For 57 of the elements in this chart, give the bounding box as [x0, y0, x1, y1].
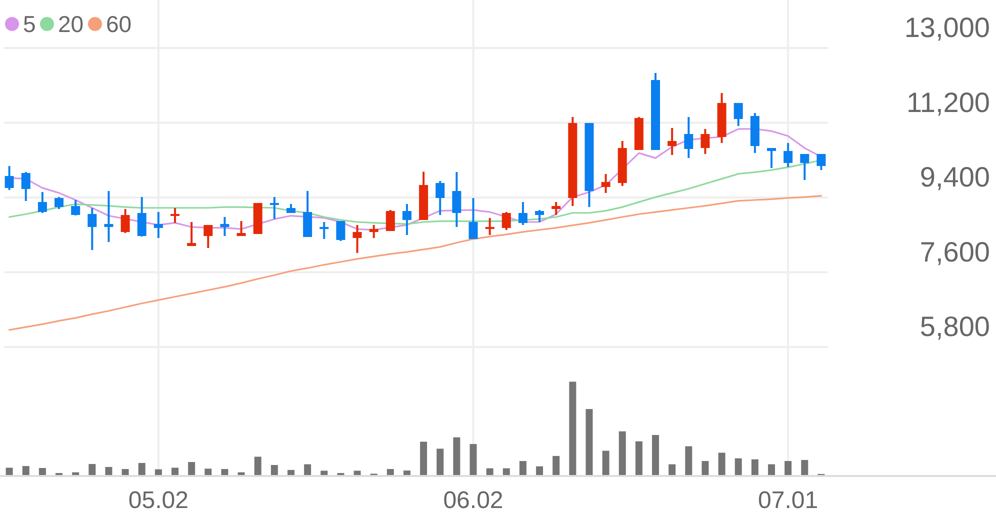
bar: [470, 444, 477, 475]
bar: [270, 465, 278, 475]
bar: [154, 469, 162, 475]
bar: [768, 464, 775, 475]
bar: [420, 442, 428, 475]
bar: [586, 409, 593, 475]
bar: [105, 466, 112, 475]
bar: [171, 468, 178, 475]
y-tick-label: 9,400: [920, 162, 990, 192]
bar: [6, 468, 13, 475]
bar: [287, 470, 294, 475]
legend-label: 20: [58, 11, 84, 37]
bar: [320, 470, 328, 475]
bar: [569, 382, 576, 475]
bar: [436, 448, 444, 475]
bar: [635, 441, 642, 475]
bar: [354, 470, 361, 475]
bar: [602, 450, 610, 475]
y-tick-label: 5,800: [920, 311, 990, 342]
legend-label: 60: [106, 11, 132, 37]
x-tick-label: 06.02: [443, 487, 504, 514]
bar: [403, 470, 410, 475]
bar: [751, 459, 758, 475]
bar: [188, 462, 196, 475]
bar: [204, 468, 212, 475]
y-tick-label: 13,000: [904, 12, 990, 43]
bar: [668, 464, 676, 475]
bar: [685, 446, 692, 475]
bar: [784, 461, 792, 475]
bar: [72, 472, 80, 475]
bar: [386, 469, 394, 475]
bar: [519, 461, 526, 475]
bar: [801, 460, 808, 475]
bar: [618, 431, 626, 475]
bar: [652, 434, 660, 475]
y-tick-label: 7,600: [920, 236, 990, 268]
bar: [702, 461, 709, 475]
bar: [38, 468, 46, 475]
legend-label: 5: [23, 11, 36, 37]
bar: [552, 456, 560, 475]
bar: [254, 456, 262, 475]
bar: [536, 466, 544, 475]
bar: [453, 437, 460, 475]
bar: [138, 462, 146, 475]
y-tick-label: 11,200: [906, 86, 990, 118]
bar: [486, 468, 494, 475]
bar: [122, 469, 129, 475]
x-tick-label: 05.02: [128, 487, 188, 514]
bar: [221, 469, 228, 475]
bar: [304, 464, 312, 475]
bar: [718, 452, 726, 475]
bar: [734, 458, 742, 475]
bar: [22, 466, 30, 475]
bar: [502, 468, 510, 475]
bar: [88, 464, 96, 475]
x-tick-label: 07.01: [758, 487, 818, 514]
bar: [238, 472, 245, 475]
